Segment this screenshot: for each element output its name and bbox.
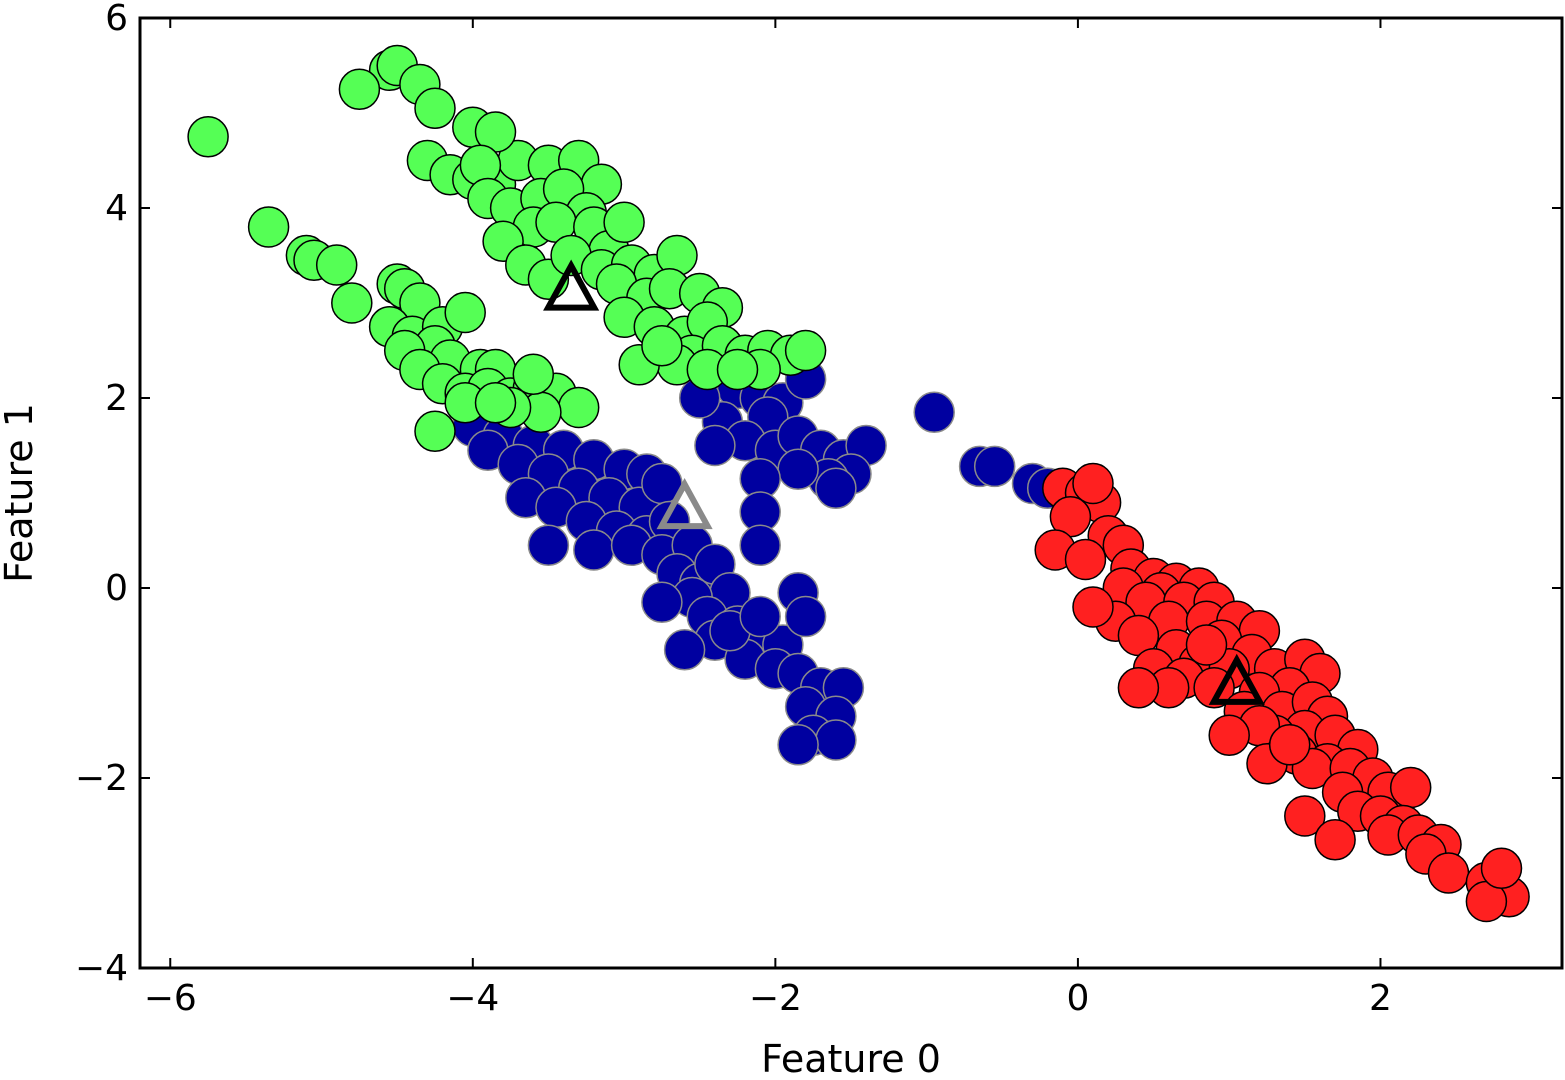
- plot-frame: [138, 16, 1564, 970]
- cluster-2-point-56: [247, 206, 290, 248]
- x-axis-label: Feature 0: [761, 1037, 941, 1080]
- cluster-2-point-80: [557, 386, 600, 429]
- cluster-2-point-5: [338, 68, 381, 111]
- cluster-1-point-73: [1208, 714, 1250, 757]
- cluster-2-point-26: [603, 201, 645, 244]
- cluster-0-point-72: [739, 524, 781, 567]
- ticks-layer: −6 −4 −2 0 2 −4 −2 0 2 4 6: [75, 0, 1562, 1019]
- cluster-1-series: [1034, 462, 1530, 923]
- cluster-2-point-49: [784, 329, 827, 372]
- x-tick-label-2: −2: [749, 978, 802, 1019]
- cluster-2-point-54: [716, 348, 759, 391]
- x-tick-label-0: −6: [144, 978, 197, 1019]
- cluster-2-point-59: [315, 244, 358, 286]
- cluster-0-point-36: [663, 629, 706, 671]
- y-axis-label: Feature 1: [0, 403, 41, 583]
- x-tick-label-3: 0: [1066, 978, 1089, 1019]
- cluster-center-0: [543, 259, 600, 311]
- x-tick-label-4: 2: [1369, 978, 1392, 1019]
- y-tick-label-3: 2: [105, 378, 128, 419]
- cluster-0-point-66: [777, 448, 819, 491]
- cluster-2-point-0: [187, 116, 229, 158]
- cluster-1-point-53: [1268, 724, 1311, 766]
- cluster-1-point-57: [1389, 766, 1432, 809]
- cluster-2-point-86: [474, 382, 517, 424]
- cluster-1-point-19: [1072, 586, 1114, 628]
- cluster-0-point-21: [573, 529, 615, 571]
- cluster-1-point-68: [1427, 852, 1470, 894]
- cluster-0-point-30: [641, 581, 683, 624]
- cluster-1-point-72: [1480, 847, 1523, 890]
- cluster-2-point-84: [414, 410, 456, 453]
- y-tick-label-5: 6: [105, 0, 128, 39]
- cluster-center-2: [1208, 653, 1265, 705]
- x-tick-label-1: −4: [446, 978, 499, 1019]
- cluster-centers-layer: [543, 259, 1265, 705]
- y-tick-label-4: 4: [105, 188, 128, 229]
- y-tick-label-0: −4: [75, 948, 128, 989]
- cluster-0-point-48: [784, 595, 827, 638]
- cluster-0-series: [452, 353, 1069, 766]
- cluster-0-point-46: [777, 724, 819, 766]
- cluster-1-point-63: [1314, 819, 1356, 861]
- cluster-0-point-20: [527, 524, 570, 567]
- cluster-0-point-75: [973, 445, 1016, 488]
- cluster-2-series: [187, 44, 827, 453]
- points-layer: [187, 44, 1530, 923]
- cluster-2-point-60: [331, 282, 373, 324]
- cluster-0-point-68: [815, 467, 857, 510]
- cluster-1-point-8: [1064, 538, 1107, 581]
- cluster-center-1: [656, 478, 713, 530]
- cluster-1-point-62: [1284, 795, 1326, 837]
- cluster-2-point-67: [444, 291, 486, 334]
- cluster-0-point-50: [739, 595, 781, 638]
- cluster-2-point-83: [512, 353, 555, 396]
- cluster-0-point-69: [694, 424, 736, 467]
- cluster-1-point-74: [1185, 624, 1228, 666]
- y-tick-label-1: −2: [75, 758, 128, 799]
- cluster-2-point-55: [641, 325, 683, 367]
- cluster-0-point-45: [815, 719, 857, 761]
- cluster-2-point-4: [414, 87, 456, 130]
- cluster-1-point-39: [1117, 667, 1160, 709]
- cluster-1-point-3: [1072, 462, 1114, 505]
- y-tick-label-2: 0: [105, 568, 128, 609]
- cluster-0-point-73: [913, 391, 955, 434]
